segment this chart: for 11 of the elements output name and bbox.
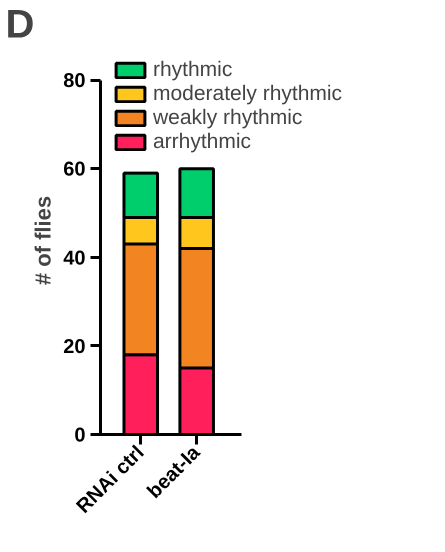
y-axis-title: # of flies <box>30 196 56 286</box>
legend-label: arrhythmic <box>153 130 252 154</box>
y-tick-label: 20 <box>63 336 86 358</box>
legend-label: moderately rhythmic <box>153 82 342 106</box>
y-tick-label: 40 <box>63 247 86 270</box>
text: D <box>6 2 34 46</box>
legend-label: rhythmic <box>153 58 232 82</box>
legend-label: weakly rhythmic <box>153 106 302 130</box>
y-tick-label: 0 <box>74 424 86 446</box>
y-tick-label: 60 <box>63 158 86 181</box>
y-tick-label: 80 <box>63 70 86 92</box>
